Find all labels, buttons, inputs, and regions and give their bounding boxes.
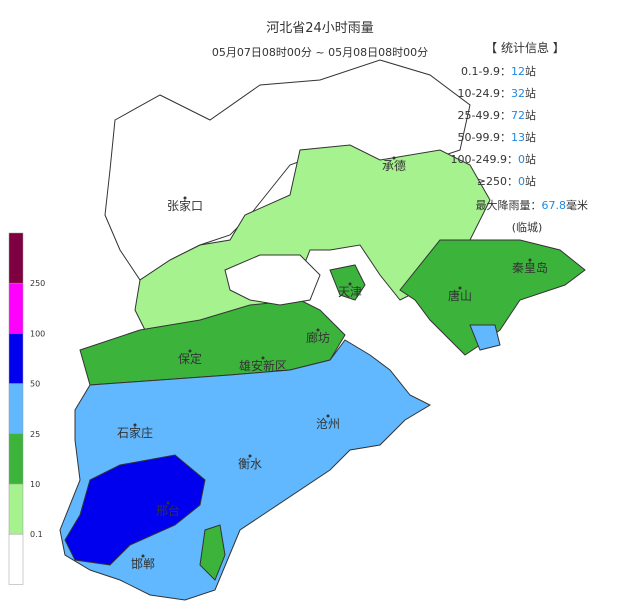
city-dot — [326, 414, 330, 418]
stats-count: 13 — [511, 131, 525, 144]
stats-count: 0 — [518, 175, 525, 188]
legend-swatch — [8, 232, 24, 284]
legend-swatch — [8, 533, 24, 585]
city-label: 石家庄 — [117, 425, 153, 440]
region-lightblue-east — [469, 324, 501, 351]
legend-swatch — [8, 483, 24, 535]
city-dot — [166, 501, 170, 505]
stats-panel: 0.1-9.9：12站10-24.9：32站25-49.9：72站50-99.9… — [451, 64, 588, 234]
stats-row: 25-49.9：72站 — [458, 108, 536, 122]
stats-max-unit: 毫米 — [566, 198, 588, 212]
stats-max: 最大降雨量：67.8毫米 — [476, 198, 589, 212]
legend-label: 100 — [30, 329, 45, 338]
stats-count: 0 — [518, 153, 525, 166]
stats-unit: 站 — [525, 86, 536, 100]
stats-unit: 站 — [525, 130, 536, 144]
stats-range: 25-49.9： — [458, 109, 511, 122]
city-dot — [183, 196, 187, 200]
stats-max-label: 最大降雨量： — [476, 198, 542, 212]
legend-label: 250 — [30, 279, 45, 288]
city-label: 张家口 — [167, 198, 203, 213]
region-none-bj — [224, 254, 321, 306]
stats-count: 32 — [511, 87, 525, 100]
stats-range: 0.1-9.9： — [461, 65, 511, 78]
city-dot — [348, 282, 352, 286]
city-dot — [261, 356, 265, 360]
legend-label: 10 — [30, 480, 40, 489]
city-dot — [458, 286, 462, 290]
region-green-east — [399, 239, 586, 356]
stats-range: ≥250： — [477, 175, 518, 188]
stats-count: 72 — [511, 109, 525, 122]
city-label: 邯郸 — [131, 556, 155, 571]
stats-unit: 站 — [525, 64, 536, 78]
city-label: 承德 — [382, 158, 406, 173]
city-label: 天津 — [338, 285, 362, 299]
city-dot — [392, 156, 396, 160]
city-label: 衡水 — [238, 457, 262, 471]
stats-row: 0.1-9.9：12站 — [461, 64, 536, 78]
city-label: 邢台 — [156, 503, 180, 518]
stats-range: 50-99.9： — [458, 131, 511, 144]
stats-range: 10-24.9： — [458, 87, 511, 100]
legend: 250 100 50 25 10 0.1 — [8, 232, 45, 585]
city-label: 保定 — [178, 351, 202, 366]
title: 河北省24小时雨量 — [266, 21, 374, 36]
map — [59, 59, 586, 601]
legend-swatch — [8, 282, 24, 334]
stats-row: ≥250：0站 — [477, 174, 536, 188]
city-dot — [141, 554, 145, 558]
legend-swatch — [8, 433, 24, 485]
subtitle: 05月07日08时00分 ~ 05月08日08时00分 — [212, 46, 428, 59]
city-label: 沧州 — [316, 416, 340, 431]
legend-swatch — [8, 333, 24, 384]
city-label: 廊坊 — [306, 330, 330, 345]
stats-max-station: (临城) — [512, 220, 543, 234]
stats-range: 100-249.9： — [451, 153, 518, 166]
legend-label: 50 — [30, 380, 40, 389]
region-green-tj — [329, 264, 366, 301]
stats-heading: 【 统计信息 】 — [485, 40, 565, 55]
stats-unit: 站 — [525, 174, 536, 188]
region-green-south — [199, 524, 226, 581]
stats-row: 50-99.9：13站 — [458, 130, 536, 144]
stats-unit: 站 — [525, 152, 536, 166]
city-label: 秦皇岛 — [512, 260, 548, 275]
city-dot — [188, 349, 192, 353]
stats-count: 12 — [511, 65, 525, 78]
stats-row: 100-249.9：0站 — [451, 152, 536, 166]
city-dot — [133, 423, 137, 427]
city-label: 唐山 — [448, 288, 472, 303]
city-dot — [316, 328, 320, 332]
city-dot — [528, 258, 532, 262]
region-blue — [64, 454, 206, 566]
legend-swatch — [8, 383, 24, 435]
stats-max-value: 67.8 — [542, 199, 567, 212]
legend-label: 25 — [30, 430, 40, 439]
city-dot — [248, 454, 252, 458]
legend-label: 0.1 — [30, 530, 43, 539]
stats-row: 10-24.9：32站 — [458, 86, 536, 100]
stats-unit: 站 — [525, 108, 536, 122]
city-label: 雄安新区 — [239, 358, 287, 373]
